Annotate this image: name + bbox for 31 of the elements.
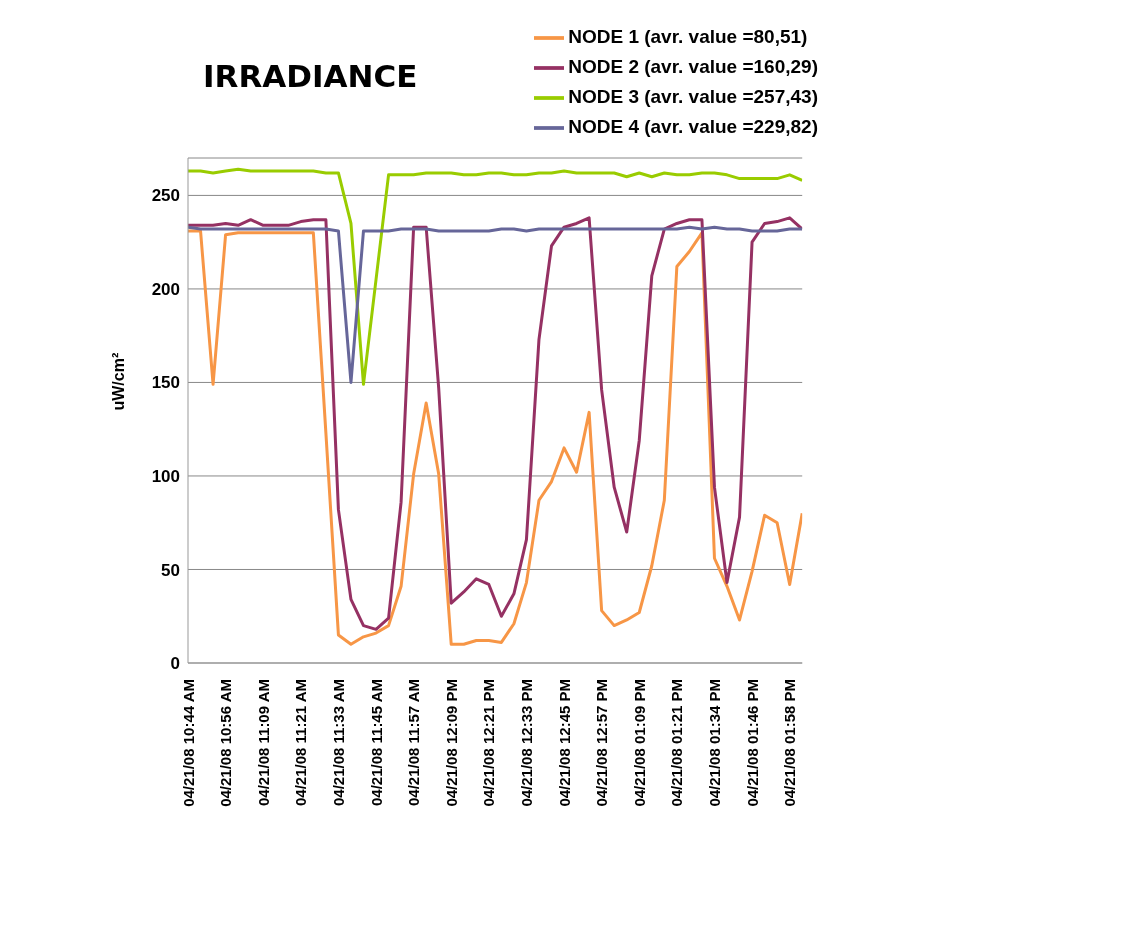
y-tick-label: 100 (151, 467, 180, 486)
x-tick-label: 04/21/08 12:21 PM (480, 679, 498, 807)
y-tick-label: 250 (151, 186, 180, 206)
y-tick-label: 200 (151, 279, 180, 299)
y-tick-label: 0 (170, 654, 180, 674)
x-tick-label: 04/21/08 01:46 PM (743, 679, 761, 807)
x-tick-label: 04/21/08 11:33 AM (329, 679, 347, 807)
x-tick-label: 04/21/08 12:57 PM (593, 679, 611, 807)
line-series (188, 167, 803, 386)
x-tick-label: 04/21/08 01:09 PM (630, 679, 648, 807)
legend-label: NODE 2 (avr. value =160,29) (568, 56, 818, 78)
x-tick-label: 04/21/08 01:34 PM (705, 679, 723, 807)
x-tick-label: 04/21/08 11:45 AM (367, 679, 385, 807)
y-tick-label: 50 (161, 560, 180, 580)
x-tick-label: 04/21/08 12:33 PM (517, 679, 535, 807)
x-tick-label: 04/21/08 11:57 AM (405, 679, 423, 807)
y-tick-label: 150 (151, 373, 180, 393)
x-tick-label: 04/21/08 11:09 AM (254, 679, 272, 807)
legend-label: NODE 1 (avr. value =80,51) (568, 26, 808, 48)
x-tick-label: 04/21/08 01:21 PM (668, 679, 686, 807)
x-tick-label: 04/21/08 12:09 PM (442, 679, 460, 807)
x-tick-label: 04/21/08 10:44 AM (179, 679, 197, 807)
x-tick-label: 04/21/08 12:45 PM (555, 679, 573, 807)
x-tick-label: 04/21/08 10:56 AM (217, 679, 235, 807)
x-tick-label: 04/21/08 11:21 AM (292, 679, 310, 807)
chart-title: IRRADIANCE (203, 58, 418, 94)
line-series (188, 225, 803, 384)
legend-label: NODE 3 (avr. value =257,43) (568, 86, 818, 108)
y-axis-title: uW/cm² (109, 352, 127, 411)
x-tick-label: 04/21/08 01:58 PM (781, 679, 799, 807)
legend-label: NODE 4 (avr. value =229,82) (568, 116, 818, 138)
